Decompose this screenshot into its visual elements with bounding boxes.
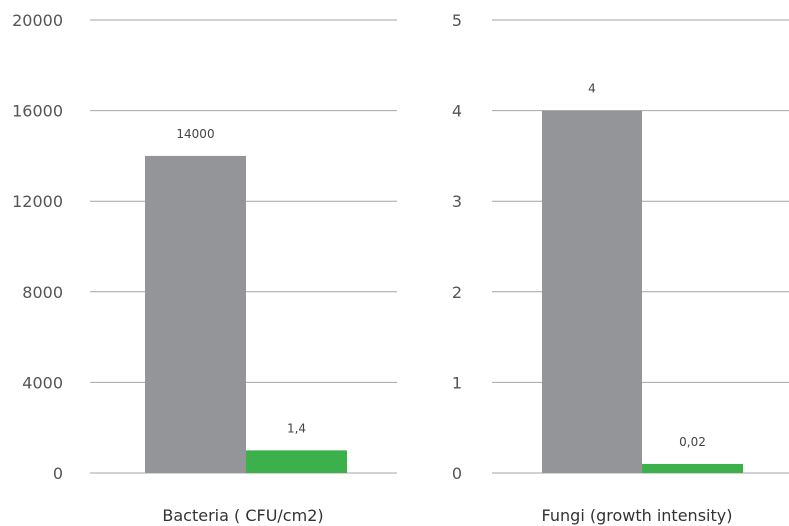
fungi-chart: 0 1 2 3 4 5 4 0,02 Fungi (growth intensity) (452, 11, 789, 525)
bacteria-y-tick-label: 8000 (22, 283, 63, 302)
bacteria-data-label: 1,4 (287, 421, 306, 435)
bacteria-y-tick-label: 4000 (22, 373, 63, 392)
fungi-y-tick-label: 4 (452, 102, 462, 121)
fungi-bar-green (642, 463, 743, 473)
bacteria-data-label: 14000 (176, 127, 214, 141)
bacteria-bar-gray (145, 155, 246, 473)
fungi-bar-gray (542, 110, 642, 473)
fungi-data-label: 4 (588, 82, 596, 96)
bacteria-chart: 0 4000 8000 12000 16000 20000 14000 1,4 Bacteria… (12, 11, 397, 525)
fungi-y-tick-label: 1 (452, 373, 462, 392)
fungi-y-tick-label: 0 (452, 464, 462, 483)
bacteria-y-tick-label: 12000 (12, 192, 63, 211)
bacteria-y-tick-label: 16000 (12, 102, 63, 121)
bacteria-bar-green (246, 450, 347, 473)
bacteria-y-tick-label: 0 (53, 464, 63, 483)
fungi-y-tick-label: 2 (452, 283, 462, 302)
bacteria-x-axis-title: Bacteria ( CFU/cm2) (162, 506, 323, 525)
fungi-y-tick-label: 3 (452, 192, 462, 211)
fungi-x-axis-title: Fungi (growth intensity) (542, 506, 733, 525)
bacteria-y-tick-label: 20000 (12, 11, 63, 30)
fungi-y-tick-label: 5 (452, 11, 462, 30)
fungi-data-label: 0,02 (679, 435, 706, 449)
